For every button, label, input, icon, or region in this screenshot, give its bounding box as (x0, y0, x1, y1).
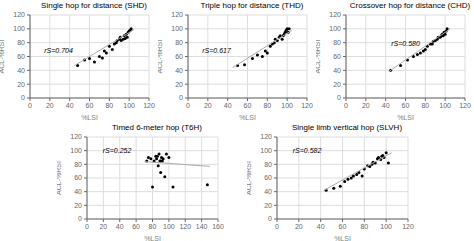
svg-text:20: 20 (333, 81, 341, 88)
svg-text:140: 140 (196, 223, 208, 230)
svg-text:0: 0 (337, 94, 341, 101)
svg-text:80: 80 (360, 223, 368, 230)
svg-text:120: 120 (179, 223, 191, 230)
svg-text:20: 20 (204, 102, 212, 109)
svg-text:60: 60 (74, 174, 82, 181)
svg-text:0: 0 (78, 215, 82, 222)
svg-text:60: 60 (244, 102, 252, 109)
svg-text:60: 60 (86, 102, 94, 109)
svg-text:20: 20 (99, 223, 107, 230)
svg-text:0: 0 (186, 102, 190, 109)
svg-text:120: 120 (171, 11, 183, 18)
svg-text:120: 120 (260, 133, 272, 140)
svg-text:40: 40 (264, 188, 272, 195)
svg-text:120: 120 (301, 102, 313, 109)
svg-text:%LSI: %LSI (81, 114, 98, 120)
svg-text:60: 60 (17, 53, 25, 60)
svg-text:100: 100 (163, 223, 175, 230)
svg-text:40: 40 (382, 102, 390, 109)
svg-text:20: 20 (17, 81, 25, 88)
svg-text:120: 120 (143, 102, 155, 109)
svg-text:80: 80 (105, 102, 113, 109)
svg-text:60: 60 (339, 223, 347, 230)
html-text:rS=0.252: rS=0.252 (102, 146, 132, 154)
svg-text:0: 0 (344, 102, 348, 109)
svg-text:20: 20 (175, 81, 183, 88)
svg-text:20: 20 (46, 102, 54, 109)
svg-text:80: 80 (175, 39, 183, 46)
svg-text:20: 20 (295, 223, 303, 230)
html-text:Single hop for distance (SHD): Single hop for distance (SHD) (41, 1, 147, 10)
svg-text:100: 100 (281, 102, 293, 109)
svg-text:80: 80 (333, 39, 341, 46)
svg-text:60: 60 (333, 53, 341, 60)
svg-text:120: 120 (70, 133, 82, 140)
svg-text:100: 100 (13, 25, 25, 32)
svg-text:80: 80 (149, 223, 157, 230)
svg-text:120: 120 (13, 11, 25, 18)
html-text:Triple hop for distance (THD): Triple hop for distance (THD) (200, 1, 304, 10)
svg-text:60: 60 (402, 102, 410, 109)
svg-text:40: 40 (333, 67, 341, 74)
svg-text:0: 0 (28, 102, 32, 109)
html-text:rS=0.580: rS=0.580 (391, 39, 420, 47)
svg-text:120: 120 (459, 102, 466, 109)
svg-text:80: 80 (263, 102, 271, 109)
html-text:Timed 6-meter hop (T6H): Timed 6-meter hop (T6H) (112, 123, 202, 132)
svg-text:40: 40 (317, 223, 325, 230)
svg-text:100: 100 (329, 25, 341, 32)
svg-text:80: 80 (421, 102, 429, 109)
svg-text:100: 100 (260, 147, 272, 154)
svg-text:60: 60 (175, 53, 183, 60)
html-text:Crossover hop for distance (CH: Crossover hop for distance (CHD) (349, 1, 471, 10)
svg-text:%LSI: %LSI (239, 114, 256, 120)
svg-text:40: 40 (66, 102, 74, 109)
svg-text:160: 160 (212, 223, 224, 230)
svg-text:100: 100 (380, 223, 392, 230)
svg-text:0: 0 (275, 223, 279, 230)
svg-text:120: 120 (329, 11, 341, 18)
svg-text:100: 100 (70, 147, 82, 154)
svg-text:40: 40 (175, 67, 183, 74)
html-text:rS=0.617: rS=0.617 (202, 46, 231, 54)
svg-text:120: 120 (402, 223, 414, 230)
html-text:rS=0.582: rS=0.582 (292, 146, 322, 154)
svg-text:60: 60 (132, 223, 140, 230)
svg-text:80: 80 (17, 39, 25, 46)
svg-text:100: 100 (171, 25, 183, 32)
svg-text:20: 20 (362, 102, 370, 109)
svg-text:0: 0 (179, 94, 183, 101)
html-text:Single limb vertical hop (SLVH: Single limb vertical hop (SLVH) (291, 123, 403, 132)
svg-text:100: 100 (123, 102, 135, 109)
svg-text:20: 20 (264, 202, 272, 209)
svg-text:ACL-%RSI: ACL-%RSI (158, 40, 163, 74)
html-text:rS=0.704: rS=0.704 (44, 46, 73, 54)
svg-text:40: 40 (224, 102, 232, 109)
svg-text:0: 0 (85, 223, 89, 230)
svg-text:%LSI: %LSI (334, 235, 351, 241)
svg-text:20: 20 (74, 202, 82, 209)
svg-text:ACL-%RSI: ACL-%RSI (247, 161, 252, 195)
svg-text:60: 60 (264, 174, 272, 181)
svg-text:%LSI: %LSI (397, 114, 414, 120)
svg-text:40: 40 (17, 67, 25, 74)
svg-text:%LSI: %LSI (144, 235, 161, 241)
svg-text:0: 0 (268, 215, 272, 222)
svg-text:40: 40 (116, 223, 124, 230)
svg-text:80: 80 (74, 161, 82, 168)
svg-text:100: 100 (439, 102, 451, 109)
svg-text:ACL-%RSI: ACL-%RSI (57, 161, 62, 195)
svg-text:0: 0 (21, 94, 25, 101)
svg-text:ACL-%RSI: ACL-%RSI (316, 40, 321, 74)
svg-text:40: 40 (74, 188, 82, 195)
svg-text:80: 80 (264, 161, 272, 168)
